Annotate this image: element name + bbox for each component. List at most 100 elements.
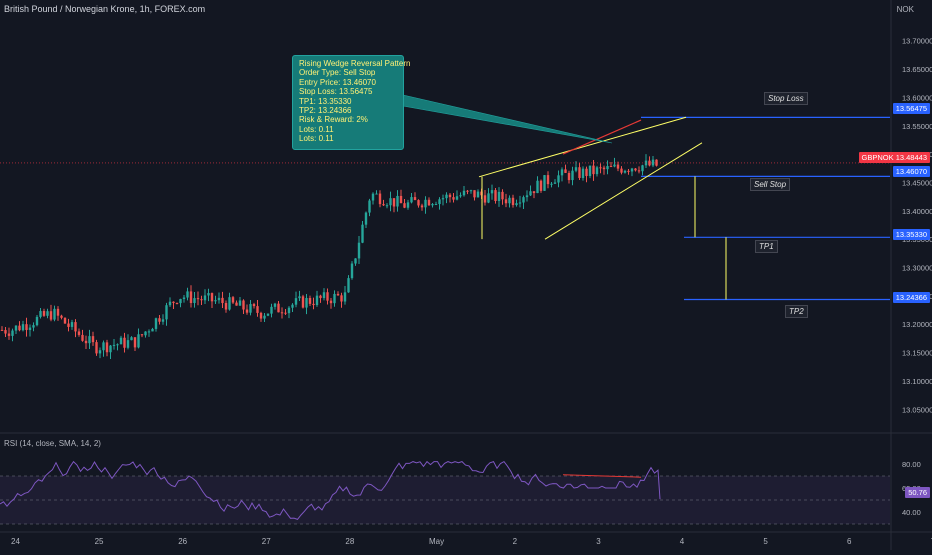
candle-body	[546, 175, 550, 185]
candle-body	[655, 159, 658, 166]
candle-body	[557, 175, 560, 183]
candle-body	[515, 203, 518, 206]
candle-body	[522, 197, 525, 203]
candle-body	[7, 333, 11, 336]
candle-body	[406, 202, 410, 208]
candle-body	[263, 315, 266, 319]
candle-body	[105, 342, 109, 353]
candle-body	[294, 298, 298, 305]
candle-body	[172, 301, 175, 303]
candle-body	[277, 303, 280, 313]
candle-body	[641, 165, 644, 172]
candle-body	[588, 165, 592, 176]
x-tick-label: 4	[680, 537, 685, 546]
candle-body	[434, 204, 438, 206]
candle-body	[497, 191, 501, 202]
candle-body	[242, 300, 245, 310]
candle-body	[28, 327, 32, 330]
candle-body	[518, 202, 522, 204]
candle-body	[452, 197, 455, 200]
candle-body	[592, 165, 595, 175]
candle-body	[606, 166, 609, 170]
note-line: Stop Loss: 13.56475	[299, 87, 373, 97]
candle-body	[581, 168, 585, 178]
candle-body	[200, 299, 203, 301]
candle-body	[553, 182, 557, 184]
candle-body	[95, 342, 98, 354]
candle-body	[501, 191, 504, 200]
tp1-tag[interactable]: TP1	[755, 240, 778, 253]
candle-body	[315, 295, 319, 306]
candle-body	[98, 350, 102, 354]
x-tick-label: 6	[847, 537, 852, 546]
candle-body	[536, 180, 539, 194]
candle-body	[270, 306, 273, 314]
wedge-upper-line	[478, 116, 687, 178]
candle-body	[403, 203, 406, 208]
rsi-divergence-line	[562, 474, 642, 478]
wedge-lower-line	[544, 142, 703, 240]
y-tick-label: 13.65000	[902, 65, 932, 74]
candle-body	[648, 160, 651, 166]
candle-body	[364, 212, 368, 225]
candle-body	[651, 159, 655, 166]
stop-loss-tag[interactable]: Stop Loss	[764, 92, 808, 105]
candle-body	[389, 198, 392, 206]
current-price-value: 13.48443	[895, 153, 927, 162]
y-tick-label: 13.20000	[902, 320, 932, 329]
candle-body	[336, 293, 340, 296]
candle-body	[273, 303, 277, 307]
candle-body	[347, 278, 350, 293]
candle-body	[431, 204, 434, 206]
candle-body	[382, 204, 385, 206]
candle-body	[630, 168, 634, 172]
candle-body	[560, 169, 564, 176]
tp2-tag[interactable]: TP2	[785, 305, 808, 318]
candle-body	[585, 168, 588, 176]
candle-body	[266, 313, 270, 316]
x-tick-label: 24	[11, 537, 20, 546]
candle-body	[445, 194, 448, 199]
candle-body	[109, 345, 112, 353]
candle-body	[32, 325, 35, 328]
y-tick-label: 13.45000	[902, 178, 932, 187]
y-tick-label: 13.30000	[902, 264, 932, 273]
candle-body	[81, 334, 84, 341]
candle-body	[623, 170, 627, 173]
candle-body	[25, 324, 28, 330]
candle-body	[165, 305, 168, 320]
candle-body	[88, 336, 91, 344]
candle-body	[441, 198, 445, 200]
candle-body	[319, 295, 322, 299]
candle-body	[340, 295, 343, 302]
x-tick-label: 5	[763, 537, 768, 546]
candle-body	[343, 292, 347, 302]
candle-body	[455, 196, 459, 200]
rsi-tick-label: 40.00	[902, 508, 921, 517]
x-tick-label: 3	[596, 537, 601, 546]
chart-title: British Pound / Norwegian Krone, 1h, FOR…	[4, 4, 206, 14]
candle-body	[147, 331, 151, 333]
candle-body	[259, 312, 263, 319]
rsi-indicator-label[interactable]: RSI (14, close, SMA, 14, 2)	[4, 439, 101, 448]
candle-body	[252, 304, 256, 307]
candle-body	[550, 183, 553, 185]
candle-body	[627, 170, 630, 172]
candle-body	[186, 291, 189, 298]
rsi-tick-label: 80.00	[902, 460, 921, 469]
candle-body	[144, 331, 147, 336]
candle-body	[427, 199, 431, 206]
candle-body	[637, 170, 641, 172]
candle-body	[158, 318, 161, 322]
trade-note-box[interactable]: Rising Wedge Reversal Pattern Order Type…	[292, 55, 411, 150]
rsi-line	[0, 460, 661, 520]
symbol-label: GBPNOK	[861, 153, 894, 162]
candle-body	[214, 300, 217, 302]
candle-body	[112, 344, 116, 346]
sell-stop-tag[interactable]: Sell Stop	[750, 178, 791, 191]
candle-body	[424, 199, 427, 208]
candle-body	[494, 190, 497, 202]
note-line: Rising Wedge Reversal Pattern	[299, 59, 411, 68]
